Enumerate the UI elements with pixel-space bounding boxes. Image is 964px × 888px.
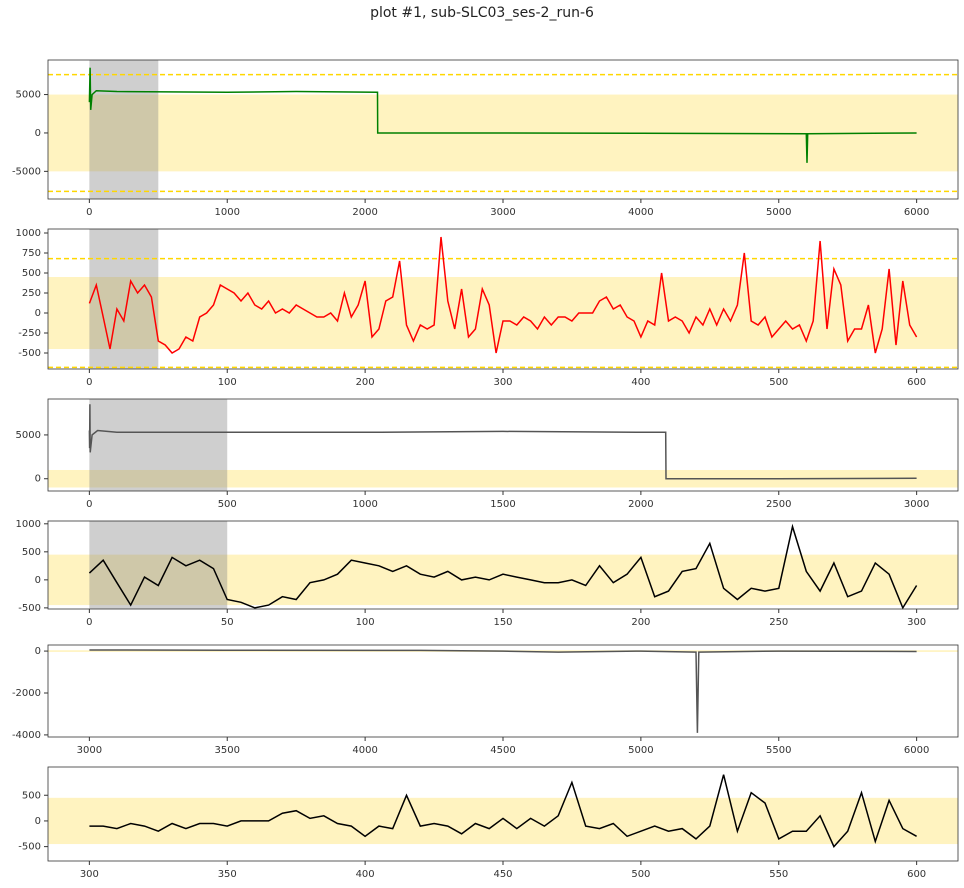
x-tick-label: 2500: [766, 499, 791, 510]
data-line: [89, 649, 917, 733]
x-tick-label: 5000: [766, 207, 791, 218]
x-tick-label: 5000: [628, 745, 653, 756]
x-tick-label: 3000: [77, 745, 102, 756]
x-tick-label: 0: [86, 377, 92, 388]
y-tick-label: 5000: [16, 430, 41, 441]
y-tick-label: 500: [22, 790, 41, 801]
excluded-span: [89, 521, 228, 609]
y-tick-label: -500: [18, 603, 41, 614]
y-tick-label: 250: [22, 288, 41, 299]
threshold-band: [48, 469, 958, 488]
x-tick-label: 100: [218, 377, 237, 388]
threshold-band: [48, 277, 958, 349]
excluded-span: [89, 229, 159, 369]
data-line: [88, 404, 917, 480]
x-tick-label: 100: [356, 617, 375, 628]
x-tick-label: 50: [221, 617, 234, 628]
x-tick-label: 550: [769, 869, 788, 880]
x-tick-label: 500: [631, 869, 650, 880]
y-tick-label: 750: [22, 248, 41, 259]
y-tick-label: 5000: [16, 90, 41, 101]
x-tick-label: 1500: [490, 499, 515, 510]
y-tick-label: -5000: [12, 166, 41, 177]
x-tick-label: 4500: [490, 745, 515, 756]
x-tick-label: 450: [493, 869, 512, 880]
x-tick-label: 5500: [766, 745, 791, 756]
data-line: [88, 523, 918, 610]
y-tick-label: 0: [35, 474, 41, 485]
y-tick-label: 1000: [16, 519, 41, 530]
y-tick-label: -4000: [12, 730, 41, 741]
x-tick-label: 300: [493, 377, 512, 388]
excluded-span: [89, 399, 228, 491]
y-tick-label: -500: [18, 842, 41, 853]
axes-frame: [47, 644, 959, 738]
y-tick-label: 1000: [16, 228, 41, 239]
x-tick-label: 200: [356, 377, 375, 388]
subplot: 0 500 1000 1500 2000 2500 3000 0 5000: [16, 398, 959, 510]
y-tick-label: 500: [22, 547, 41, 558]
x-tick-label: 0: [86, 207, 92, 218]
x-tick-label: 6000: [904, 745, 929, 756]
data-line: [89, 774, 917, 848]
x-tick-label: 3000: [904, 499, 929, 510]
data-line: [88, 67, 917, 163]
x-tick-label: 4000: [352, 745, 377, 756]
x-tick-label: 0: [86, 499, 92, 510]
x-tick-label: 2000: [628, 499, 653, 510]
x-tick-label: 250: [769, 617, 788, 628]
x-tick-label: 500: [218, 499, 237, 510]
subplot: 0 1000 2000 3000 4000 5000 6000 -5000 0 5000: [12, 59, 959, 218]
x-tick-label: 300: [907, 617, 926, 628]
x-tick-label: 1000: [215, 207, 240, 218]
threshold-band: [48, 554, 958, 606]
subplot: 300 350 400 450 500 550 600 -500 0 500: [18, 766, 959, 880]
y-tick-label: 500: [22, 268, 41, 279]
x-tick-label: 3000: [490, 207, 515, 218]
x-tick-label: 350: [218, 869, 237, 880]
y-tick-label: 0: [35, 575, 41, 586]
y-tick-label: -250: [18, 328, 41, 339]
x-tick-label: 6000: [904, 207, 929, 218]
x-tick-label: 0: [86, 617, 92, 628]
x-tick-label: 200: [631, 617, 650, 628]
x-tick-label: 300: [80, 869, 99, 880]
x-tick-label: 2000: [352, 207, 377, 218]
y-tick-label: 0: [35, 128, 41, 139]
x-tick-label: 600: [907, 869, 926, 880]
y-tick-label: -2000: [12, 688, 41, 699]
x-tick-label: 600: [907, 377, 926, 388]
y-tick-label: 0: [35, 646, 41, 657]
excluded-span: [89, 60, 159, 199]
x-tick-label: 400: [356, 869, 375, 880]
threshold-band: [48, 797, 958, 845]
x-tick-label: 4000: [628, 207, 653, 218]
figure-title: plot #1, sub-SLC03_ses-2_run-6: [370, 5, 594, 21]
y-tick-label: 0: [35, 816, 41, 827]
data-line: [88, 236, 918, 354]
y-tick-label: 0: [35, 308, 41, 319]
x-tick-label: 150: [493, 617, 512, 628]
x-tick-label: 3500: [215, 745, 240, 756]
subplot: 0 50 100 150 200 250 300 -500 0 500 1000: [16, 519, 959, 628]
y-tick-label: -500: [18, 348, 41, 359]
x-tick-label: 400: [631, 377, 650, 388]
x-tick-label: 500: [769, 377, 788, 388]
x-tick-label: 1000: [352, 499, 377, 510]
subplot: 3000 3500 4000 4500 5000 5500 6000 -4000 -2000 0: [12, 644, 959, 756]
subplot: 0 100 200 300 400 500 600 -500 -250 0 250 500 750 100…: [16, 228, 959, 388]
